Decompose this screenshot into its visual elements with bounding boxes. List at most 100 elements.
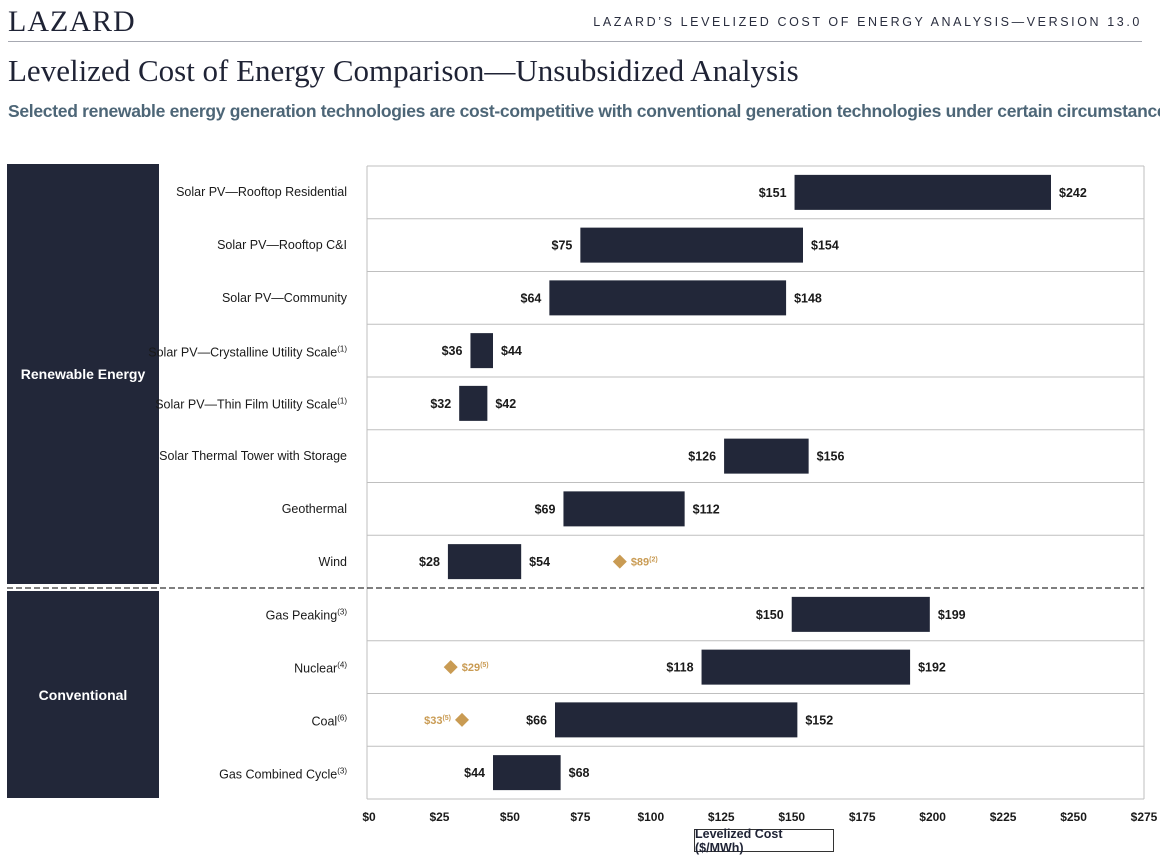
row-label-text: Solar PV—Rooftop C&I — [217, 238, 347, 253]
header-divider — [8, 41, 1142, 42]
x-tick-label: $75 — [570, 810, 590, 824]
range-bar — [447, 544, 522, 580]
bar-high-label: $156 — [817, 450, 845, 464]
row-label: Solar PV—Rooftop C&I — [217, 237, 347, 253]
x-tick-label: $225 — [990, 810, 1017, 824]
estimate-marker-label: $33(5) — [424, 715, 451, 727]
row-label: Solar PV—Rooftop Residential — [176, 184, 347, 200]
row-label: Gas Peaking(3) — [266, 605, 347, 624]
bar-high-label: $44 — [501, 344, 522, 358]
estimate-marker-diamond — [612, 554, 627, 569]
row-label-footnote: (1) — [337, 396, 347, 406]
range-bar — [493, 755, 561, 791]
row-label-text: Solar PV—Community — [221, 290, 347, 305]
range-bar — [563, 491, 685, 527]
bar-low-label: $64 — [521, 291, 542, 305]
row-label: Solar PV—Community — [222, 290, 347, 306]
bar-high-label: $42 — [495, 397, 516, 411]
row-label-text: Nuclear — [294, 661, 338, 676]
row-label-text: Geothermal — [281, 501, 347, 516]
range-bar — [701, 649, 911, 685]
row-label-text: Solar Thermal Tower with Storage — [159, 449, 347, 464]
x-axis-title: Levelized Cost ($/MWh) — [694, 827, 834, 855]
range-bar — [549, 280, 787, 316]
x-tick-label: $100 — [637, 810, 664, 824]
page-subtitle: Selected renewable energy generation tec… — [8, 101, 1160, 121]
x-tick-label: $200 — [919, 810, 946, 824]
row-label-text: Gas Combined Cycle — [219, 767, 338, 782]
x-tick-label: $0 — [362, 810, 376, 824]
estimate-marker-diamond — [443, 660, 458, 675]
section-label-renewable: Renewable Energy — [20, 366, 146, 382]
x-tick-label: $50 — [500, 810, 520, 824]
x-tick-label: $250 — [1060, 810, 1087, 824]
bar-low-label: $151 — [759, 186, 787, 200]
estimate-marker-label: $89(2) — [631, 557, 658, 569]
estimate-marker-footnote: (5) — [480, 662, 489, 669]
lazard-logo: LAZARD — [8, 5, 136, 38]
estimate-marker-footnote: (5) — [442, 715, 451, 722]
row-label: Solar Thermal Tower with Storage — [159, 448, 347, 464]
row-label-footnote: (6) — [337, 713, 347, 723]
estimate-marker-value: $89 — [631, 557, 649, 569]
row-label: Solar PV—Thin Film Utility Scale(1) — [155, 394, 347, 413]
bar-high-label: $68 — [569, 766, 590, 780]
bar-low-label: $126 — [688, 450, 716, 464]
row-label: Nuclear(4) — [294, 658, 347, 677]
row-label: Coal(6) — [312, 710, 348, 729]
row-label-text: Solar PV—Rooftop Residential — [176, 185, 347, 200]
estimate-marker-footnote: (2) — [649, 557, 658, 564]
analysis-version-label: LAZARD’S LEVELIZED COST OF ENERGY ANALYS… — [593, 15, 1142, 29]
bar-high-label: $199 — [938, 608, 966, 622]
row-label: Wind — [319, 554, 347, 570]
estimate-marker-diamond — [455, 712, 469, 727]
bar-high-label: $154 — [811, 239, 839, 253]
estimate-marker-value: $29 — [462, 662, 480, 674]
x-tick-label: $125 — [708, 810, 735, 824]
section-label-conventional: Conventional — [38, 686, 128, 703]
row-label: Gas Combined Cycle(3) — [219, 763, 347, 782]
row-label-footnote: (1) — [337, 344, 347, 354]
bar-low-label: $32 — [430, 397, 451, 411]
x-tick-label: $275 — [1131, 810, 1158, 824]
bar-high-label: $242 — [1059, 186, 1087, 200]
section-renewable-energy: Renewable Energy — [7, 164, 159, 584]
row-label-text: Solar PV—Thin Film Utility Scale — [155, 397, 338, 412]
row-label: Solar PV—Crystalline Utility Scale(1) — [148, 341, 347, 360]
bar-high-label: $148 — [794, 291, 822, 305]
range-bar — [580, 227, 803, 263]
bar-high-label: $192 — [918, 661, 946, 675]
bar-high-label: $54 — [529, 555, 550, 569]
x-tick-label: $175 — [849, 810, 876, 824]
x-tick-label: $150 — [778, 810, 805, 824]
bar-low-label: $69 — [535, 502, 556, 516]
row-label-text: Solar PV—Crystalline Utility Scale — [148, 345, 338, 360]
bar-low-label: $28 — [419, 555, 440, 569]
range-bar — [794, 174, 1051, 210]
bar-low-label: $66 — [526, 713, 547, 727]
range-bar — [555, 702, 798, 738]
row-label-text: Wind — [318, 554, 347, 569]
bar-low-label: $118 — [666, 661, 693, 675]
bar-high-label: $112 — [693, 502, 720, 516]
range-bar — [724, 438, 809, 474]
estimate-marker-value: $33 — [424, 715, 442, 727]
x-tick-label: $25 — [429, 810, 449, 824]
range-bar — [459, 385, 488, 421]
section-conventional: Conventional — [7, 591, 159, 798]
bar-low-label: $44 — [464, 766, 485, 780]
estimate-marker-label: $29(5) — [462, 662, 489, 674]
range-bar — [470, 333, 493, 369]
bar-low-label: $36 — [442, 344, 463, 358]
bar-high-label: $152 — [805, 713, 833, 727]
row-label-footnote: (3) — [337, 766, 347, 776]
page-title: Levelized Cost of Energy Comparison—Unsu… — [8, 53, 799, 88]
row-label-footnote: (4) — [337, 660, 347, 670]
row-label: Geothermal — [282, 501, 347, 517]
row-label-text: Gas Peaking — [265, 608, 338, 623]
row-label-footnote: (3) — [337, 607, 347, 617]
bar-low-label: $150 — [756, 608, 784, 622]
row-label-text: Coal — [311, 714, 338, 729]
range-bar — [791, 596, 930, 632]
